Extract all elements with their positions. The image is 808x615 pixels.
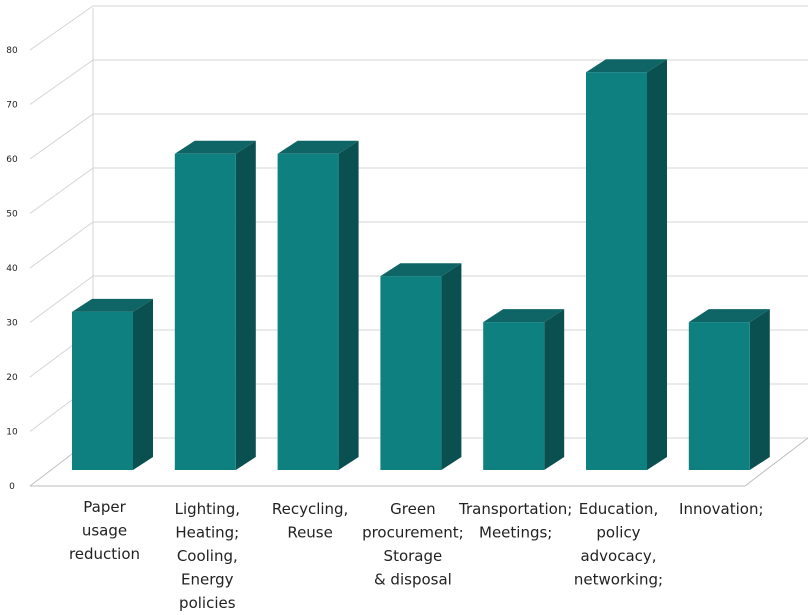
x-tick-label-line: Transportation; [458,500,572,518]
bar-front [483,322,545,470]
y-tick-label: 70 [6,101,18,111]
x-tick-label-line: Education, [579,500,658,518]
bar-front [688,322,750,470]
bar-front [72,311,133,470]
x-tick-label-line: procurement; [362,524,464,542]
bar-side [133,298,153,470]
x-tick-label-line: Storage [384,547,443,565]
bar-side [235,140,256,471]
x-tick-label: Lighting, Heating; Cooling, Energy policies [175,500,240,612]
y-tick-label: 20 [6,373,18,383]
x-tick-label-line: Reuse [287,524,333,542]
y-tick-label: 0 [9,482,15,492]
x-tick-label-line: reduction [69,545,140,563]
bar-front [586,72,647,470]
x-tick-label-line: Energy [181,571,234,589]
x-tick-label: Paper usage reduction [69,498,140,563]
gridline-diag-40 [29,221,94,269]
x-axis-labels: Paper usage reduction Lighting, Heating; Cool… [69,498,764,612]
bar [72,298,153,470]
bar [586,59,667,470]
x-tick-label-line: Recycling, [272,500,348,518]
bar-top [380,263,462,277]
x-tick-label-line: Heating; [175,524,239,542]
bar-top [688,309,770,323]
x-tick-label-line: Paper [83,498,126,516]
y-tick-label: 50 [6,210,18,220]
gridline-diag-60 [29,113,94,160]
bar-top [174,140,256,154]
bar-top [483,309,565,323]
gridline-diag-70 [29,59,94,105]
y-tick-label: 80 [6,46,18,56]
x-tick-label: Recycling, Reuse [272,500,348,542]
x-tick-label-line: usage [82,522,127,540]
bar-front [380,276,442,470]
floor-right-edge [744,437,808,487]
x-tick-label-line: Lighting, [175,500,240,518]
x-tick-label-line: & disposal [374,571,452,589]
bar [483,309,565,470]
bar-top [586,59,667,73]
x-tick-label-line: Cooling, [177,547,238,565]
x-tick-label-line: networking; [574,571,663,589]
y-tick-label: 40 [6,264,18,274]
x-tick-label-line: Green [390,500,435,518]
bar-side [544,309,565,470]
bar-side [647,59,667,470]
x-tick-label-line: Innovation; [679,500,763,518]
gridline-diag-80 [29,5,94,51]
gridline-diag-50 [29,167,94,214]
x-tick-label: Transportation; Meetings; [458,500,572,542]
bar-front [174,153,236,471]
bar-top [277,140,359,154]
x-tick-label-line: Meetings; [479,524,552,542]
bars [72,59,770,471]
x-tick-label: Education, policy advocacy, networking; [574,500,663,589]
bar [174,140,256,471]
x-tick-label: Green procurement; Storage & disposal [362,500,464,589]
bar [277,140,359,471]
y-tick-label: 30 [6,319,18,329]
x-tick-label: Innovation; [679,500,763,518]
bar [688,309,770,470]
y-tick-label: 60 [6,155,18,165]
bar-top [72,298,153,312]
x-tick-label-line: advocacy, [580,547,656,565]
y-axis-ticks: 0 10 20 30 40 50 60 70 80 [6,46,18,492]
bar-side [749,309,770,470]
bar-side [338,140,359,471]
y-tick-label: 10 [6,428,18,438]
bar [380,263,462,470]
gridline-diag-30 [29,275,94,323]
x-tick-label-line: policies [179,594,236,612]
bar-front [277,153,339,471]
x-tick-label-line: policy [596,524,640,542]
bar-side [441,263,462,470]
